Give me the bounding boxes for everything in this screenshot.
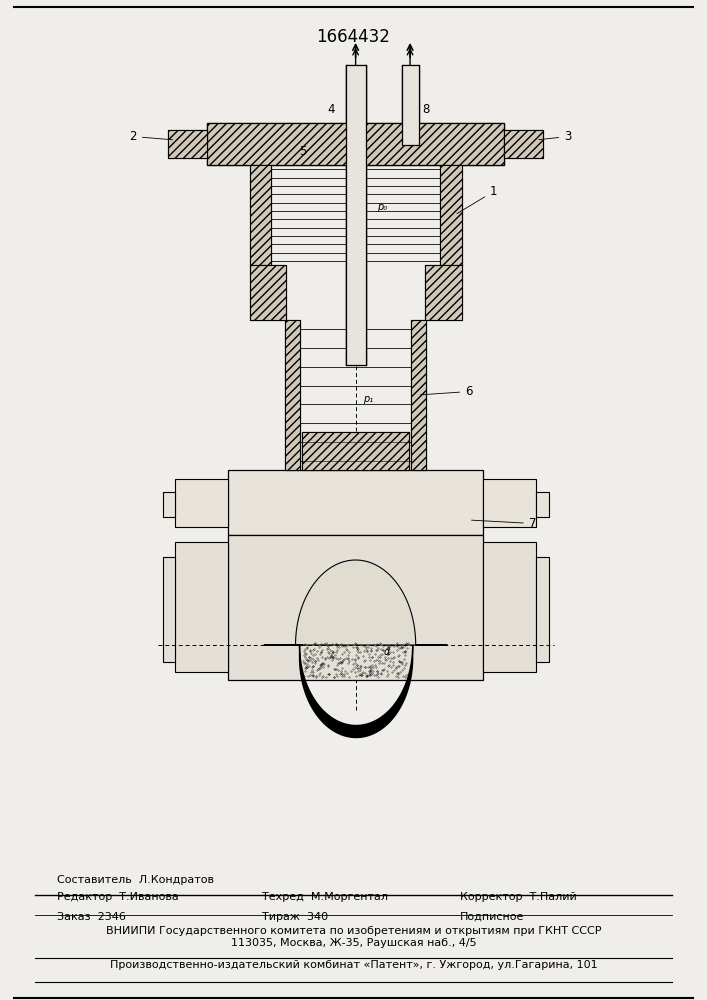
Bar (228, 535, 483, 680)
Text: ВНИИПИ Государственного комитета по изобретениям и открытиям при ГКНТ СССР: ВНИИПИ Государственного комитета по изоб… (106, 926, 601, 936)
PathPatch shape (264, 560, 448, 645)
Bar (411, 320, 426, 470)
Bar (402, 65, 419, 145)
Bar (504, 130, 543, 158)
Text: Производственно-издательский комбинат «Патент», г. Ужгород, ул.Гагарина, 101: Производственно-издательский комбинат «П… (110, 960, 597, 970)
Text: Тираж  340: Тираж 340 (262, 912, 328, 922)
Bar (250, 265, 286, 320)
Bar (285, 320, 300, 470)
Text: 1664432: 1664432 (317, 28, 390, 46)
Text: Корректор  Т.Палий: Корректор Т.Палий (460, 892, 576, 902)
Bar (536, 492, 549, 517)
Text: 2: 2 (129, 130, 173, 143)
Bar (250, 265, 286, 320)
Bar (411, 320, 426, 470)
Text: Заказ  2346: Заказ 2346 (57, 912, 125, 922)
Bar (302, 432, 409, 470)
Bar (228, 470, 483, 535)
Text: 113035, Москва, Ж-35, Раушская наб., 4/5: 113035, Москва, Ж-35, Раушская наб., 4/5 (230, 938, 477, 948)
Text: 8: 8 (422, 103, 429, 116)
Text: α: α (384, 647, 390, 657)
Bar (175, 479, 228, 527)
Bar (285, 320, 300, 470)
Bar (425, 265, 462, 320)
Bar (440, 165, 462, 265)
Bar (346, 65, 366, 365)
Text: 4: 4 (327, 103, 335, 116)
Text: p₀: p₀ (377, 202, 387, 212)
Bar (425, 265, 462, 320)
Text: p₁: p₁ (363, 394, 373, 404)
Text: Подписное: Подписное (460, 912, 524, 922)
Bar (163, 492, 175, 517)
Bar (207, 123, 504, 165)
Bar (402, 65, 419, 145)
Text: 3: 3 (539, 130, 571, 143)
Bar (483, 542, 536, 672)
Bar (346, 65, 366, 365)
Text: Техред  М.Моргентал: Техред М.Моргентал (262, 892, 387, 902)
Bar (175, 542, 228, 672)
Text: 6: 6 (421, 385, 473, 398)
Text: Составитель  Л.Кондратов: Составитель Л.Кондратов (57, 875, 214, 885)
Bar (207, 123, 504, 165)
Bar (440, 165, 462, 265)
Bar (168, 130, 207, 158)
Bar (250, 165, 271, 265)
Text: 7: 7 (472, 517, 537, 530)
Bar (302, 432, 409, 470)
Bar (504, 130, 543, 158)
Text: Редактор  Т.Иванова: Редактор Т.Иванова (57, 892, 178, 902)
Bar (536, 557, 549, 662)
Bar (163, 557, 175, 662)
Bar (168, 130, 207, 158)
Bar (483, 479, 536, 527)
Text: 1: 1 (457, 185, 498, 214)
Bar (250, 165, 271, 265)
Text: 5: 5 (299, 145, 306, 158)
